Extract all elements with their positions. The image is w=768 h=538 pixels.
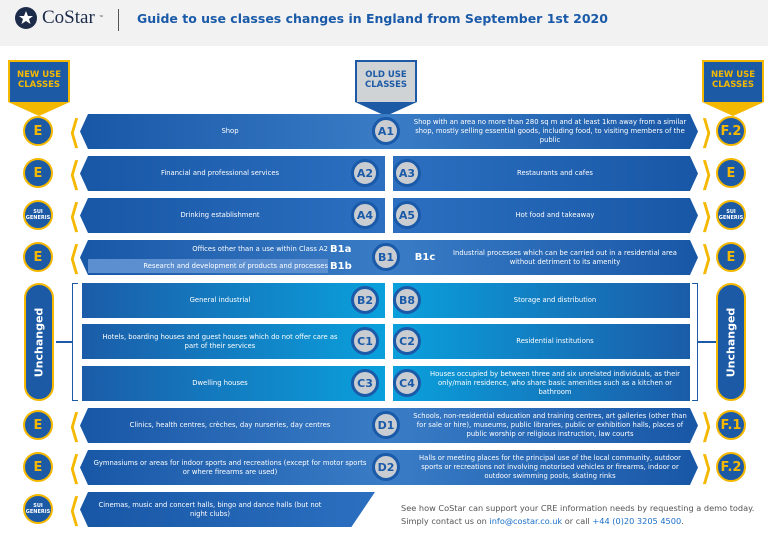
new-class-badge-right: F.2 — [716, 116, 746, 146]
class-description-right: Hot food and takeaway — [515, 211, 595, 219]
unchanged-label: Unchanged — [724, 307, 738, 377]
use-class-row-left — [82, 366, 385, 401]
class-description-right: Storage and distribution — [513, 296, 597, 304]
old-class-code: C1 — [351, 327, 379, 355]
chevron-right-icon: ❯ — [700, 198, 713, 233]
chevron-left-icon: ❮ — [68, 156, 81, 191]
sub-class-text: Offices other than a use within Class A2 — [192, 244, 328, 253]
chevron-right-icon: ❯ — [700, 408, 713, 443]
unchanged-pill-right: Unchanged — [716, 283, 746, 401]
chevron-left-icon: ❮ — [68, 114, 81, 149]
new-class-badge-left: SUI GENERIS — [23, 494, 53, 524]
new-class-badge-right: F.2 — [716, 452, 746, 482]
old-use-classes-flag: OLD USE CLASSES — [355, 60, 417, 116]
new-class-badge-right: E — [716, 158, 746, 188]
use-class-row-right — [393, 198, 698, 233]
use-class-row-left — [82, 324, 385, 359]
sub-class-code: B1c — [414, 252, 436, 263]
divider — [118, 9, 119, 31]
chevron-right-icon: ❯ — [700, 156, 713, 191]
old-class-code: B1 — [372, 243, 400, 271]
new-class-badge-left: E — [23, 242, 53, 272]
old-class-code: C3 — [351, 369, 379, 397]
header: CoStar ™ Guide to use classes changes in … — [0, 0, 768, 46]
class-description-left: Shop — [221, 127, 239, 135]
trademark: ™ — [98, 15, 104, 21]
class-description-left: Dwelling houses — [192, 379, 248, 387]
new-class-badge-right: F.1 — [716, 410, 746, 440]
new-use-classes-flag-right: NEW USE CLASSES — [702, 60, 764, 116]
class-description-right: Halls or meeting places for the principa… — [419, 454, 681, 480]
old-class-code: B8 — [393, 286, 421, 314]
class-description-left: Clinics, health centres, crèches, day nu… — [129, 421, 331, 429]
class-description-left: General industrial — [189, 296, 251, 304]
costar-logo[interactable]: CoStar ™ — [14, 6, 104, 30]
class-description-right: Restaurants and cafes — [517, 169, 593, 177]
old-class-code: A3 — [393, 159, 421, 187]
chevron-right-icon: ❯ — [700, 450, 713, 485]
class-description-right: Shop with an area no more than 280 sq m … — [413, 118, 687, 144]
class-description-left: Drinking establishment — [180, 211, 260, 219]
old-class-code: A1 — [372, 117, 400, 145]
chevron-left-icon: ❮ — [68, 450, 81, 485]
use-class-row — [80, 492, 375, 527]
chevron-right-icon: ❯ — [700, 240, 713, 275]
class-description-left: Financial and professional services — [160, 169, 280, 177]
chevron-left-icon: ❮ — [68, 408, 81, 443]
logo-text: CoStar — [42, 7, 95, 28]
footer-contact: See how CoStar can support your CRE info… — [401, 502, 761, 528]
bracket-left — [72, 283, 78, 401]
unchanged-label: Unchanged — [32, 307, 46, 377]
use-class-row-right — [393, 324, 690, 359]
class-description-left: Gymnasiums or areas for indoor sports an… — [93, 458, 367, 476]
class-description-left: Cinemas, music and concert halls, bingo … — [98, 500, 322, 518]
use-class-row-left — [82, 283, 385, 318]
use-class-row-right — [393, 156, 698, 191]
old-class-code: B2 — [351, 286, 379, 314]
unchanged-pill-left: Unchanged — [24, 283, 54, 401]
sub-class-code: B1b — [330, 260, 352, 272]
footer-text: . — [681, 516, 684, 526]
bracket-right — [692, 283, 698, 401]
use-class-row-right — [393, 283, 690, 318]
old-class-code: C4 — [393, 369, 421, 397]
sub-class-code: B1a — [330, 243, 352, 255]
new-class-badge-right: SUI GENERIS — [716, 200, 746, 230]
old-class-code: A5 — [393, 201, 421, 229]
footer-text: or call — [562, 516, 593, 526]
old-class-code: C2 — [393, 327, 421, 355]
new-class-badge-left: E — [23, 158, 53, 188]
old-class-code: D1 — [372, 411, 400, 439]
chevron-right-icon: ❯ — [700, 114, 713, 149]
old-class-code: D2 — [372, 453, 400, 481]
connector-right — [698, 341, 716, 343]
chevron-left-icon: ❮ — [68, 240, 81, 275]
email-link[interactable]: info@costar.co.uk — [489, 516, 563, 526]
old-class-code: A2 — [351, 159, 379, 187]
page-title: Guide to use classes changes in England … — [137, 11, 608, 26]
class-description-right: Schools, non-residential education and t… — [413, 412, 687, 438]
class-description-right: Residential institutions — [516, 337, 594, 345]
new-class-badge-left: E — [23, 410, 53, 440]
chevron-left-icon: ❮ — [68, 492, 81, 527]
use-class-row-right — [393, 366, 690, 401]
chevron-left-icon: ❮ — [68, 198, 81, 233]
new-use-classes-flag-left: NEW USE CLASSES — [8, 60, 70, 116]
use-class-row-left — [80, 156, 385, 191]
new-class-badge-left: SUI GENERIS — [23, 200, 53, 230]
costar-star-icon — [15, 7, 37, 29]
new-class-badge-left: E — [23, 116, 53, 146]
old-class-code: A4 — [351, 201, 379, 229]
new-class-badge-right: E — [716, 242, 746, 272]
connector-left — [56, 341, 72, 343]
phone-link[interactable]: +44 (0)20 3205 4500 — [592, 516, 682, 526]
class-description-right: Industrial processes which can be carrie… — [453, 248, 677, 266]
class-description-right: Houses occupied by between three and six… — [430, 370, 680, 396]
new-class-badge-left: E — [23, 452, 53, 482]
use-class-row-left — [80, 198, 385, 233]
class-description-left: Hotels, boarding houses and guest houses… — [102, 332, 338, 350]
footer-text: See how CoStar can support your CRE info… — [401, 503, 755, 526]
sub-class-text: Research and development of products and… — [88, 259, 328, 273]
